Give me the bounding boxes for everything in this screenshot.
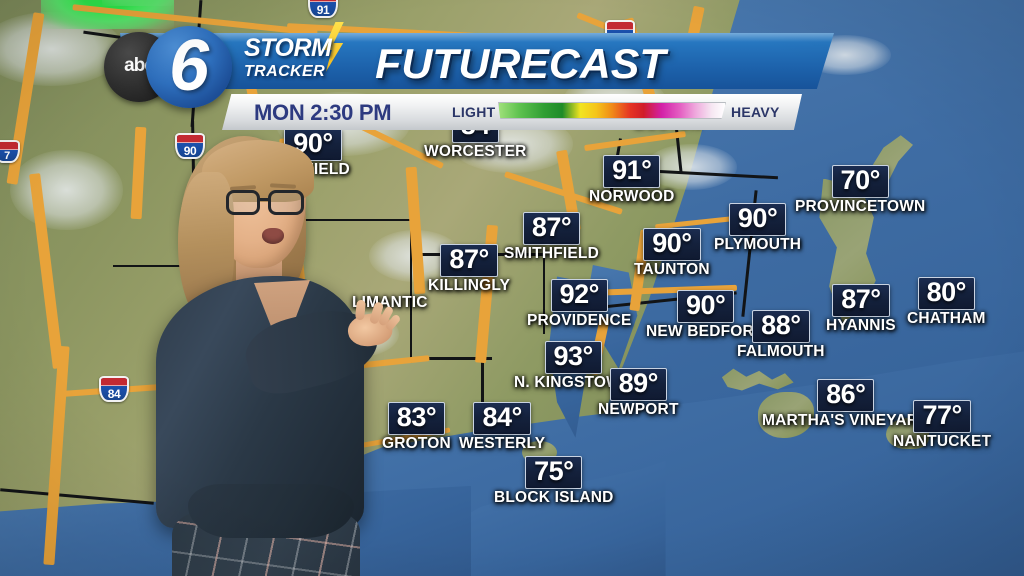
- city-name: CHATHAM: [907, 310, 986, 327]
- stormtracker-line2: TRACKER: [244, 63, 326, 80]
- legend-label-light: LIGHT: [452, 104, 496, 120]
- hand-pointing: [342, 299, 404, 352]
- city-label-groton: 83° GROTON: [382, 402, 451, 453]
- city-label-smithfield: 87° SMITHFIELD: [504, 212, 599, 263]
- graphics-banner: FUTURECAST abc 6 STORM TRACKER MON 2:30 …: [0, 0, 1024, 140]
- city-name: WESTERLY: [459, 435, 546, 452]
- city-name: TAUNTON: [634, 261, 710, 278]
- city-label-marthas-vineyard: 86° MARTHA'S VINEYARD: [762, 379, 930, 430]
- city-label-taunton: 90° TAUNTON: [634, 228, 710, 279]
- banner-highlight: [120, 33, 834, 42]
- city-label-provincetown: 70° PROVINCETOWN: [795, 165, 925, 216]
- temperature-value: 70°: [831, 165, 889, 198]
- page-title: FUTURECAST: [375, 40, 666, 87]
- mouth: [262, 228, 284, 244]
- intensity-gradient-legend: [498, 102, 726, 119]
- city-name: SMITHFIELD: [504, 245, 599, 262]
- temperature-value: 87°: [832, 284, 890, 317]
- state-border: [481, 357, 484, 427]
- city-label-falmouth: 88° FALMOUTH: [737, 310, 825, 361]
- interstate-90-shield: 90: [175, 133, 205, 159]
- channel-number: 6: [168, 26, 210, 106]
- city-label-hyannis: 87° HYANNIS: [826, 284, 896, 335]
- temperature-value: 86°: [817, 379, 875, 412]
- city-name: FALMOUTH: [737, 343, 825, 360]
- city-label-westerly: 84° WESTERLY: [459, 402, 545, 453]
- city-name: MARTHA'S VINEYARD: [762, 412, 930, 429]
- legend-label-heavy: HEAVY: [731, 104, 780, 120]
- temperature-value: 80°: [917, 277, 975, 310]
- temperature-value: 92°: [550, 279, 608, 312]
- interstate-87-shield: 7: [0, 140, 20, 163]
- temperature-value: 87°: [522, 212, 581, 245]
- temperature-value: 84°: [473, 402, 531, 435]
- temperature-value: 90°: [676, 290, 735, 323]
- city-name: HYANNIS: [826, 317, 896, 334]
- city-name: NANTUCKET: [893, 433, 992, 450]
- city-label-new-bedford: 90° NEW BEDFORD: [646, 290, 765, 341]
- station-logo: abc 6: [104, 22, 240, 108]
- top-hem: [188, 484, 354, 538]
- city-label-willimantic: LIMANTIC: [352, 276, 428, 312]
- lens-left: [226, 190, 260, 215]
- city-name: PROVINCETOWN: [795, 198, 926, 215]
- city-name: NEW BEDFORD: [646, 323, 766, 340]
- city-label-nantucket: 77° NANTUCKET: [893, 400, 991, 451]
- temperature-value: 90°: [643, 228, 701, 261]
- interstate-84-shield: 84: [99, 376, 129, 402]
- stormtracker-wordmark: STORM TRACKER: [244, 34, 332, 84]
- city-name: GROTON: [382, 435, 451, 452]
- city-name: LIMANTIC: [352, 294, 428, 311]
- state-border: [112, 264, 205, 268]
- temperature-value: 91°: [603, 155, 661, 188]
- city-name: PROVIDENCE: [527, 312, 632, 329]
- city-label-killingly: 87° KILLINGLY: [428, 244, 510, 295]
- city-name: BLOCK ISLAND: [494, 489, 614, 506]
- city-name: NEWPORT: [598, 401, 679, 418]
- city-name: PLYMOUTH: [714, 236, 802, 253]
- city-name: NORWOOD: [589, 188, 675, 205]
- temperature-value: 89°: [609, 368, 667, 401]
- marthas-vineyard-landmass: [757, 391, 815, 438]
- meteorologist-figure: [150, 128, 402, 576]
- shield-number: 7: [4, 150, 10, 162]
- lens-right: [268, 190, 304, 215]
- state-border: [194, 218, 420, 222]
- city-name: WORCESTER: [424, 143, 527, 160]
- temperature-value: 83°: [387, 402, 446, 435]
- temperature-value: 90°: [728, 203, 787, 236]
- interstate-91-shield: 91: [308, 0, 338, 18]
- state-border: [409, 357, 492, 360]
- forecast-timestamp: MON 2:30 PM: [254, 100, 392, 125]
- stormtracker-line1: STORM: [244, 34, 332, 62]
- temperature-value: 77°: [913, 400, 971, 433]
- temperature-value: 93°: [544, 341, 602, 374]
- shield-number: 84: [107, 387, 121, 401]
- city-label-block-island: 75° BLOCK ISLAND: [494, 456, 614, 507]
- shield-number: 90: [183, 144, 197, 158]
- temperature-value: 87°: [440, 244, 498, 277]
- city-label-north-kingstown: 93° N. KINGSTOWN: [514, 341, 632, 392]
- state-border: [542, 253, 546, 335]
- city-label-chatham: 80° CHATHAM: [907, 277, 986, 328]
- city-name: N. KINGSTOWN: [514, 374, 633, 391]
- city-label-providence: 92° PROVIDENCE: [527, 279, 632, 330]
- city-label-plymouth: 90° PLYMOUTH: [714, 203, 801, 254]
- city-label-newport: 89° NEWPORT: [598, 368, 679, 419]
- city-label-norwood: 91° NORWOOD: [589, 155, 675, 206]
- shield-number: 91: [316, 3, 330, 17]
- city-name: KILLINGLY: [428, 277, 511, 294]
- eyeglasses-icon: [224, 190, 306, 216]
- banner-background: [120, 33, 834, 89]
- temperature-value: 75°: [525, 456, 583, 489]
- glasses-bridge: [259, 198, 270, 201]
- channel-six-circle: 6: [146, 26, 232, 108]
- state-border: [409, 224, 413, 363]
- temperature-value: 88°: [752, 310, 810, 343]
